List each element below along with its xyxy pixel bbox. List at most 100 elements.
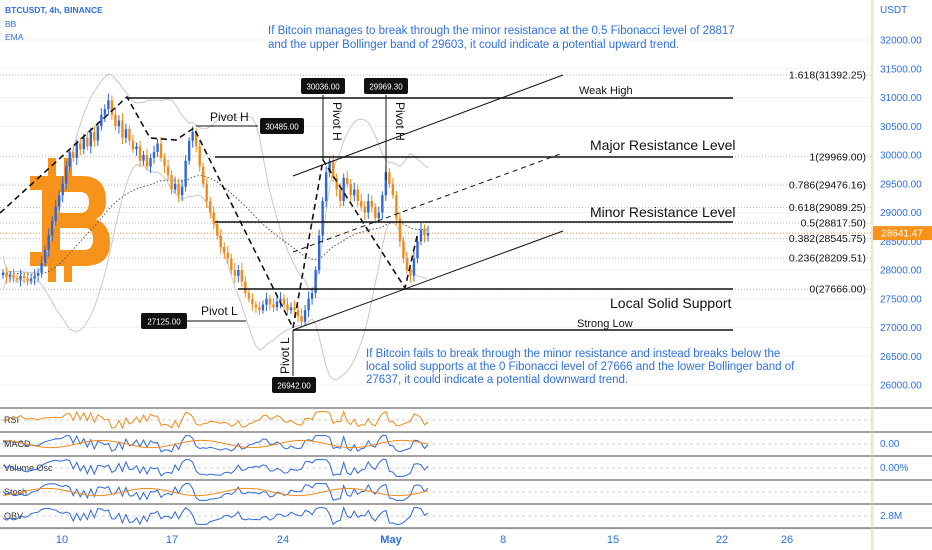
candle (395, 190, 398, 225)
candle (289, 302, 293, 315)
time-tick-label: 22 (716, 534, 728, 546)
candle (47, 228, 50, 257)
candle (258, 301, 261, 315)
svg-text:26942.00: 26942.00 (277, 382, 311, 391)
callout-30036: 30036.00 (301, 78, 345, 94)
candlestick-series (1, 93, 430, 327)
strong-low-label: Strong Low (577, 318, 633, 330)
symbol-title[interactable]: BTCUSDT, 4h, BINANCE (5, 5, 103, 15)
candle (15, 274, 19, 284)
candle (416, 236, 419, 264)
price-tick-label: 30000.00 (880, 151, 922, 162)
candle (93, 125, 96, 147)
candle (86, 131, 89, 151)
fib-level-label: 0.5(28817.50) (801, 217, 866, 229)
time-axis-ticks[interactable]: 10 17 24 May 8 15 22 26 (56, 534, 793, 546)
candle (377, 206, 381, 222)
candle (216, 219, 219, 240)
candle (12, 268, 15, 283)
callout-27125: 27125.00 (141, 313, 187, 329)
indicator-panel-label[interactable]: MACD (4, 439, 31, 449)
minor-resistance-label: Minor Resistance Level (590, 204, 736, 220)
channel-upper-line (292, 74, 564, 177)
bottom-note-line3: 27637, it could indicate a potential dow… (366, 374, 628, 386)
time-tick-label: 17 (166, 534, 178, 546)
candle (173, 176, 177, 194)
candle (156, 139, 159, 157)
price-tick-label: 27000.00 (880, 323, 922, 334)
candle (96, 121, 100, 146)
fib-level-label: 0.618(29089.25) (789, 202, 866, 214)
candle (8, 270, 12, 283)
candle (135, 142, 138, 156)
candle (405, 251, 409, 274)
indicator-panel-label[interactable]: RSI (4, 415, 19, 425)
candle (40, 256, 43, 278)
candle (303, 304, 307, 326)
candle (233, 262, 237, 284)
top-note-line1: If Bitcoin manages to break through the … (268, 25, 735, 37)
indicator-panel-value: 2.8M (880, 511, 902, 522)
candle (247, 289, 251, 303)
candle (335, 173, 338, 197)
candle (163, 153, 166, 174)
zigzag-pivot-path (0, 95, 419, 331)
candle (209, 196, 212, 219)
indicator-panel-label[interactable]: Volume Osc (4, 463, 53, 473)
time-tick-label: 10 (56, 534, 68, 546)
bottom-note-line2: local solid supports at the 0 Fibonacci … (366, 361, 795, 373)
bollinger-upper-band (2, 73, 429, 292)
indicator-bb-label[interactable]: BB (5, 19, 17, 29)
candle (36, 268, 40, 282)
candle (244, 276, 247, 298)
candle (317, 229, 321, 275)
candle (353, 182, 356, 202)
candle (363, 201, 366, 220)
candle (187, 137, 191, 165)
price-tick-label: 26000.00 (880, 381, 922, 392)
currency-label: USDT (880, 5, 907, 16)
indicator-panel-label[interactable]: OBV (4, 511, 23, 521)
candle (121, 113, 124, 145)
candle (261, 300, 265, 314)
candle (57, 189, 61, 211)
price-axis-ticks[interactable]: 32000.00 31500.00 31000.00 30500.00 30000.00… (880, 36, 922, 392)
candle (170, 170, 173, 195)
pivot-l-left-label: Pivot L (201, 304, 238, 318)
candle (349, 178, 352, 203)
candle (388, 168, 391, 189)
candle (65, 160, 68, 190)
candle (166, 159, 170, 181)
channel-middle-line (292, 152, 564, 253)
candle (54, 199, 57, 227)
candle (79, 137, 82, 156)
fib-level-label: 0.236(28209.51) (789, 252, 866, 264)
candle (398, 211, 402, 247)
fib-level-label: 1(29969.00) (809, 151, 866, 163)
candle (223, 242, 226, 260)
channel-lower-line (292, 230, 564, 331)
candle (279, 292, 282, 309)
indicator-panel-value: 0.00 (880, 439, 900, 450)
time-tick-label: 24 (277, 534, 289, 546)
candle (426, 225, 430, 242)
candle (149, 153, 152, 174)
indicator-ema-label[interactable]: EMA (5, 32, 24, 42)
candle (296, 305, 300, 322)
fibonacci-labels: 1.618(31392.25) 1(29969.00) 0.786(29476.16… (789, 69, 866, 295)
candle (5, 267, 8, 284)
candle (324, 166, 328, 208)
bollinger-lower-band (2, 163, 429, 381)
candle (374, 203, 377, 223)
candle (240, 262, 244, 287)
candle (300, 308, 303, 327)
price-tick-label: 29000.00 (880, 208, 922, 219)
candle (219, 228, 222, 255)
candle (265, 292, 268, 312)
pivot-h-left-label: Pivot H (210, 110, 249, 124)
indicator-panel-label[interactable]: Stoch (4, 487, 27, 497)
fib-level-label: 0.382(28545.75) (789, 233, 866, 245)
candle (202, 162, 205, 188)
candle (356, 184, 359, 207)
